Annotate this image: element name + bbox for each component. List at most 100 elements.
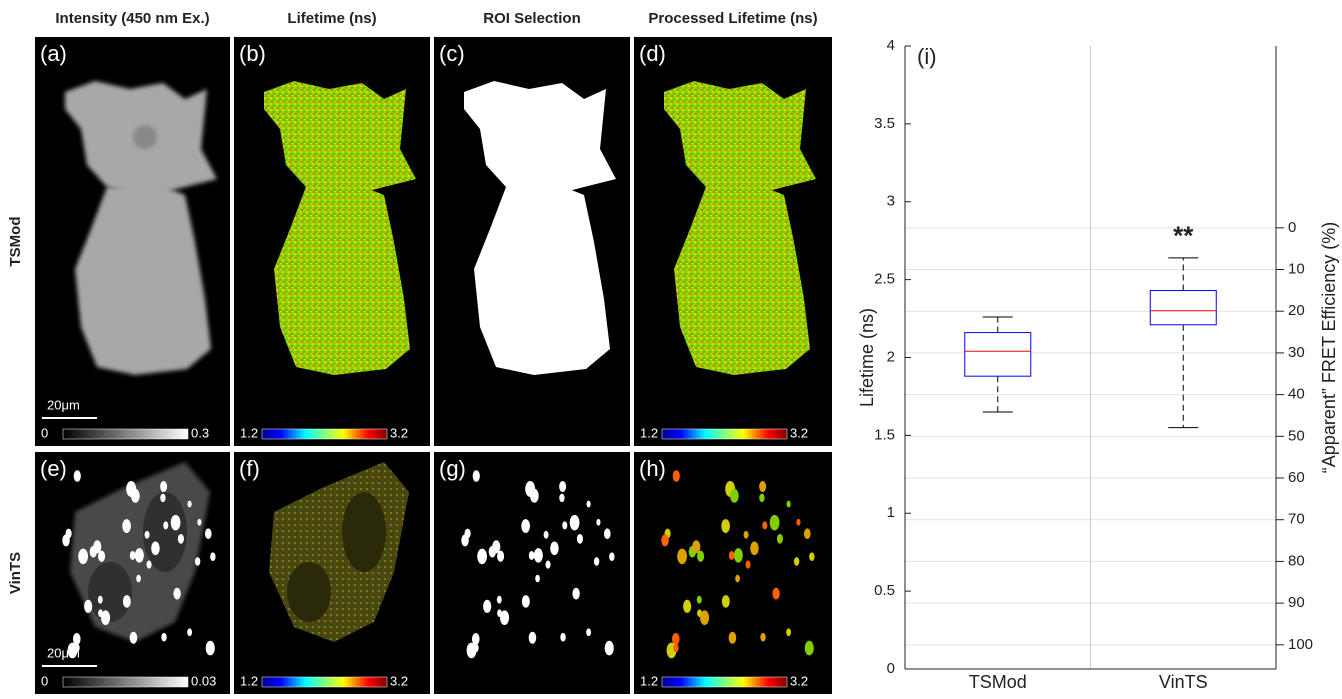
y-tick-label: 2.5 [874, 271, 895, 288]
y2-tick-label: 10 [1288, 260, 1305, 277]
adhesion [750, 541, 759, 556]
adhesion [596, 518, 601, 526]
image-content [65, 81, 217, 375]
adhesion [134, 548, 144, 563]
adhesion [535, 574, 540, 583]
adhesion [136, 574, 141, 583]
adhesion [122, 595, 131, 608]
adhesion [210, 552, 216, 561]
panel-label: (f) [239, 456, 260, 481]
adhesion [472, 470, 480, 482]
adhesion [205, 640, 215, 656]
cell [664, 81, 816, 197]
box [964, 332, 1032, 377]
nucleus [143, 492, 187, 572]
adhesion [586, 628, 592, 637]
colorbar [661, 428, 788, 440]
adhesion [497, 550, 505, 562]
adhesion [146, 560, 152, 569]
adhesion [129, 551, 136, 560]
y-tick-label: 1.5 [874, 426, 895, 443]
x-tick-label: TSMod [969, 672, 1027, 692]
adhesion [772, 587, 780, 600]
adhesion [733, 548, 743, 563]
adhesion [762, 521, 768, 530]
image-content [661, 470, 815, 659]
adhesion [93, 540, 102, 554]
image-content [664, 81, 816, 375]
adhesion [559, 480, 567, 493]
image-content [464, 81, 616, 375]
adhesion [100, 610, 111, 625]
adhesion [559, 493, 565, 503]
colorbar-max: 3.2 [790, 673, 808, 688]
adhesion [603, 528, 611, 540]
colorbar-min: 1.2 [640, 673, 658, 688]
adhesion [528, 631, 537, 644]
colorbar-max: 3.2 [390, 425, 408, 440]
adhesion [683, 599, 692, 613]
significance-annotation: ** [1173, 221, 1194, 251]
panel-label: (b) [239, 41, 266, 66]
y-tick-label: 4 [887, 37, 895, 54]
adhesion [73, 632, 81, 646]
adhesion [569, 514, 580, 531]
panel-label: (i) [917, 44, 937, 69]
adhesion [160, 493, 166, 503]
adhesion [521, 595, 530, 608]
colorbar [261, 676, 388, 688]
adhesion [728, 631, 737, 644]
adhesion [728, 551, 735, 560]
y-tick-label: 3.5 [874, 115, 895, 132]
adhesion [677, 548, 687, 565]
cell [474, 187, 610, 375]
adhesion [122, 519, 131, 533]
y-tick-label: 1 [887, 504, 895, 521]
nucleus [287, 562, 331, 622]
adhesion [533, 548, 543, 563]
adhesion [545, 560, 551, 569]
adhesion [151, 541, 160, 556]
adhesion [672, 470, 680, 482]
panel-label: (e) [40, 456, 67, 481]
colorbar-min: 1.2 [240, 425, 258, 440]
y2-tick-label: 50 [1288, 427, 1305, 444]
colorbar [62, 676, 189, 688]
adhesion [804, 640, 814, 656]
adhesion [197, 518, 202, 526]
adhesion [194, 557, 201, 566]
adhesion [759, 493, 765, 503]
adhesion [529, 488, 539, 503]
box [1149, 290, 1217, 326]
adhesion [160, 480, 168, 493]
adhesion [692, 540, 701, 554]
adhesion [745, 560, 751, 569]
y2-tick-label: 0 [1288, 219, 1296, 236]
adhesion [187, 628, 193, 637]
adhesion [163, 521, 169, 530]
adhesion [672, 632, 680, 646]
row-label: VinTS [7, 552, 24, 594]
colorbar [62, 428, 189, 440]
adhesion [129, 631, 138, 644]
adhesion [473, 643, 479, 653]
panel-label: (d) [639, 41, 666, 66]
adhesion [461, 534, 469, 547]
row-label: TSMod [7, 217, 24, 267]
y-tick-label: 3 [887, 193, 895, 210]
adhesion [204, 528, 212, 540]
adhesion [74, 643, 80, 653]
adhesion [98, 550, 106, 562]
adhesion [78, 548, 88, 565]
panel-label: (g) [439, 456, 466, 481]
colorbar-min: 0 [41, 673, 48, 688]
y-axis-label: Lifetime (ns) [857, 308, 877, 407]
adhesion [576, 533, 583, 544]
adhesion [759, 480, 767, 493]
y2-axis-label: “Apparent” FRET Efficiency (%) [1319, 222, 1339, 473]
nucleus [133, 125, 157, 149]
adhesion [528, 551, 535, 560]
cell [75, 187, 211, 375]
adhesion [144, 530, 150, 539]
adhesion [472, 632, 480, 646]
